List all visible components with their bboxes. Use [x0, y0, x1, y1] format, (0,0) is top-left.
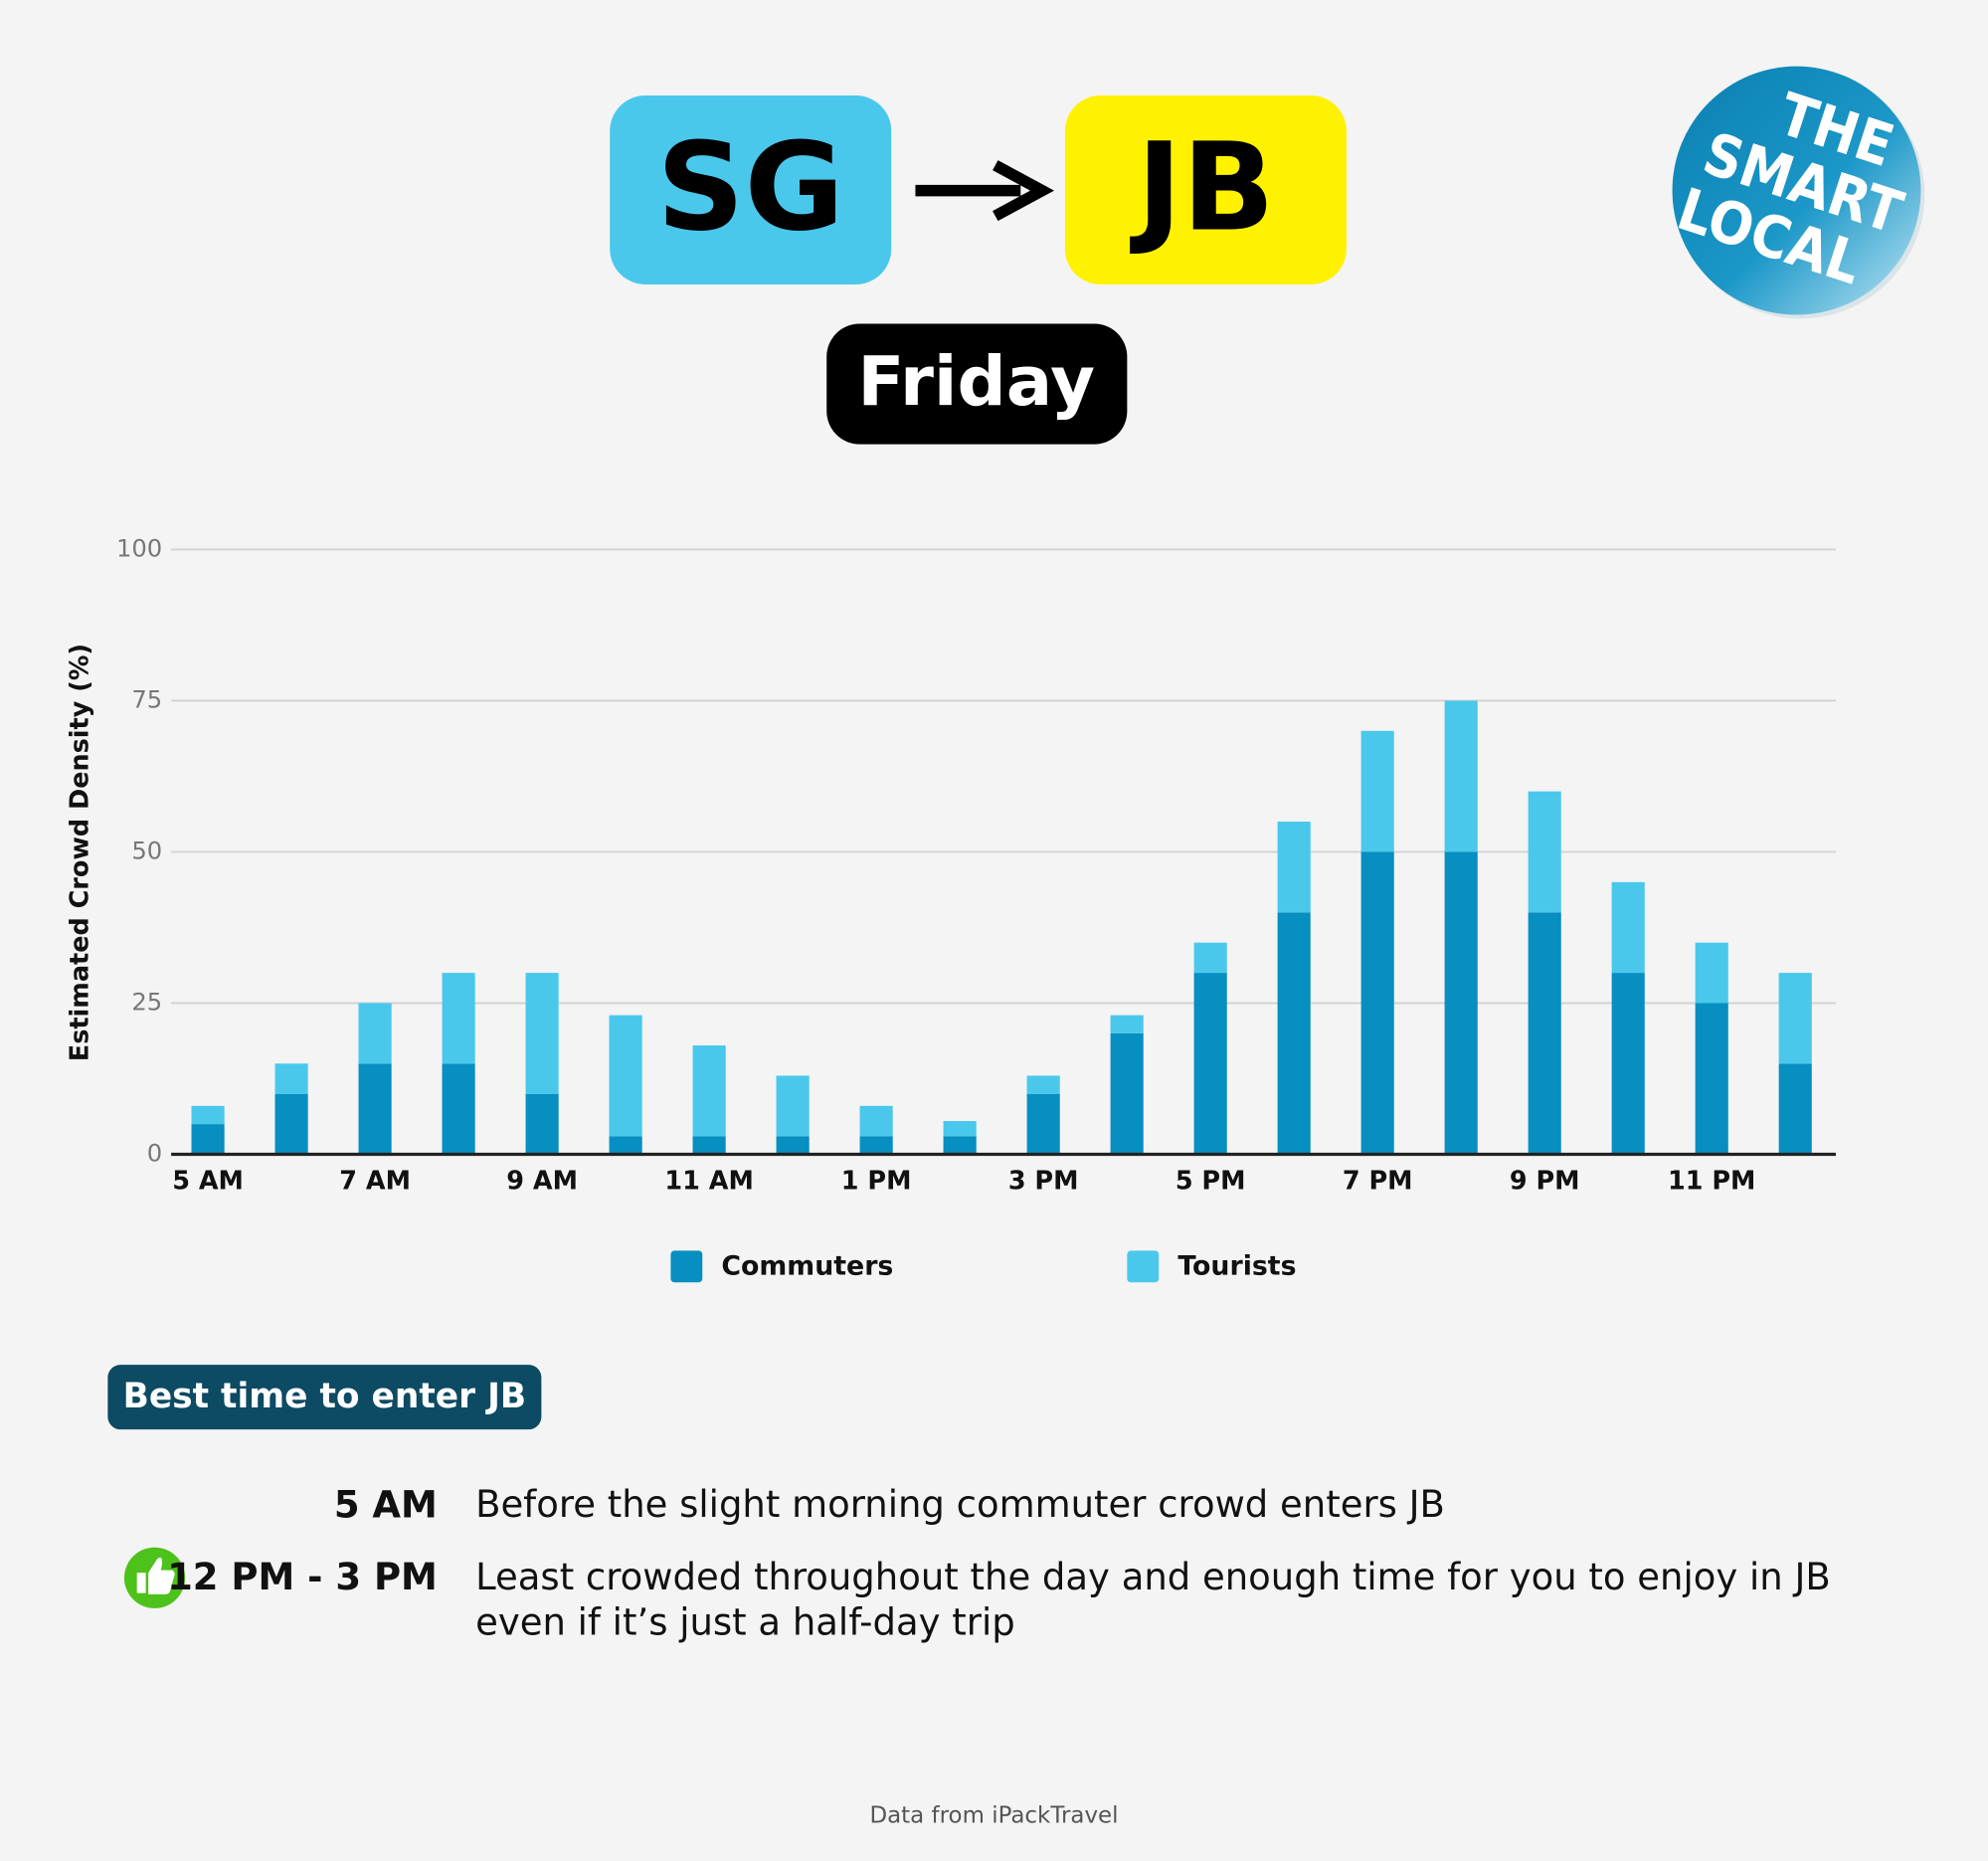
- bar-segment: [1110, 1032, 1144, 1155]
- bar-segment: [1778, 973, 1812, 1064]
- day-box: [826, 323, 1128, 445]
- legend-swatch: [670, 1250, 703, 1283]
- bar-segment: [609, 1136, 642, 1155]
- bar-segment: [776, 1136, 810, 1155]
- x-tick-label: 3 PM: [1008, 1167, 1079, 1197]
- tip-time: 12 PM - 3 PM: [167, 1556, 438, 1598]
- y-tick-label: 0: [147, 1140, 162, 1168]
- thumbs-up-icon: [123, 1547, 186, 1608]
- bar-segment: [525, 973, 559, 1094]
- bar-segment: [1528, 912, 1561, 1155]
- x-tick-label: 1 PM: [841, 1167, 912, 1197]
- day: Friday: [857, 342, 1095, 422]
- x-tick-label: 9 AM: [506, 1167, 578, 1197]
- x-tick-label: 11 AM: [664, 1167, 753, 1197]
- bar-segment: [1695, 1003, 1728, 1155]
- y-tick-label: 50: [131, 837, 162, 864]
- x-tick-label: 5 PM: [1175, 1167, 1246, 1197]
- tip-time: 5 AM: [334, 1483, 438, 1526]
- x-tick-label: 9 PM: [1510, 1167, 1580, 1197]
- destination-box: [1064, 94, 1347, 284]
- bar-segment: [274, 1063, 308, 1094]
- bar-segment: [1110, 1015, 1144, 1033]
- bar-segment: [1778, 1063, 1812, 1155]
- bar-segment: [1444, 700, 1478, 852]
- bar-segment: [1193, 973, 1227, 1155]
- legend-swatch: [1127, 1250, 1160, 1283]
- bar-segment: [859, 1136, 893, 1155]
- bar-segment: [776, 1075, 810, 1137]
- bar-segment: [1360, 851, 1394, 1155]
- bar-segment: [1277, 912, 1311, 1155]
- bar-segment: [358, 1063, 392, 1155]
- logo: THE SMART LOCAL: [1670, 66, 1925, 319]
- bar-segment: [1444, 851, 1478, 1155]
- bar-segment: [943, 1121, 977, 1137]
- tips-title-box: [107, 1365, 542, 1430]
- tip-text-box: Least crowded throughout the day and eno…: [475, 1555, 1831, 1644]
- bar-segment: [1193, 942, 1227, 974]
- bar-segment: [609, 1015, 642, 1137]
- bar-segment: [1611, 973, 1645, 1155]
- origin: SG: [656, 115, 844, 258]
- x-tick-label: 7 PM: [1343, 1167, 1413, 1197]
- bar-segment: [1026, 1075, 1060, 1094]
- bar-segment: [859, 1105, 893, 1137]
- bar-segment: [1695, 942, 1728, 1004]
- bar-segment: [1277, 822, 1311, 913]
- bar-segment: [1360, 730, 1394, 852]
- bar-segment: [191, 1105, 225, 1125]
- source: Data from iPackTravel: [869, 1802, 1118, 1828]
- destination: JB: [1130, 115, 1275, 258]
- x-tick-label: 7 AM: [339, 1167, 411, 1197]
- tip-text: Before the slight morning commuter crowd…: [475, 1482, 1445, 1527]
- tip-text: Least crowded throughout the day and eno…: [475, 1555, 1831, 1644]
- bar-segment: [525, 1093, 559, 1155]
- x-tick-label: 11 PM: [1668, 1167, 1755, 1197]
- bar-segment: [191, 1124, 225, 1155]
- y-axis-title: Estimated Crowd Density (%): [66, 644, 95, 1061]
- y-tick-label: 75: [131, 685, 162, 713]
- y-tick-label: 25: [131, 988, 162, 1016]
- bar-segment: [442, 973, 475, 1064]
- bar-segment: [358, 1003, 392, 1064]
- bar-segment: [692, 1136, 726, 1155]
- bar-segment: [1611, 881, 1645, 974]
- legend-label: Commuters: [721, 1250, 893, 1281]
- tip-text-box: Before the slight morning commuter crowd…: [475, 1482, 1445, 1527]
- legend-label: Tourists: [1177, 1250, 1296, 1281]
- bar-segment: [274, 1093, 308, 1155]
- plot: 0 25 50 75 100 5 AM 7 AM 9 AM 11 AM 1 PM 3 PM 5 PM 7…: [116, 534, 1837, 1283]
- tips-title: Best time to enter JB: [123, 1377, 527, 1416]
- arrow: [915, 160, 1055, 222]
- bar-segment: [692, 1045, 726, 1137]
- bar-segment: [1026, 1093, 1060, 1155]
- origin-box: [610, 94, 892, 284]
- y-tick-label: 100: [116, 534, 162, 562]
- bar-segment: [1528, 791, 1561, 913]
- x-tick-label: 5 AM: [172, 1167, 244, 1197]
- bar-segment: [943, 1136, 977, 1155]
- bar-segment: [442, 1063, 475, 1155]
